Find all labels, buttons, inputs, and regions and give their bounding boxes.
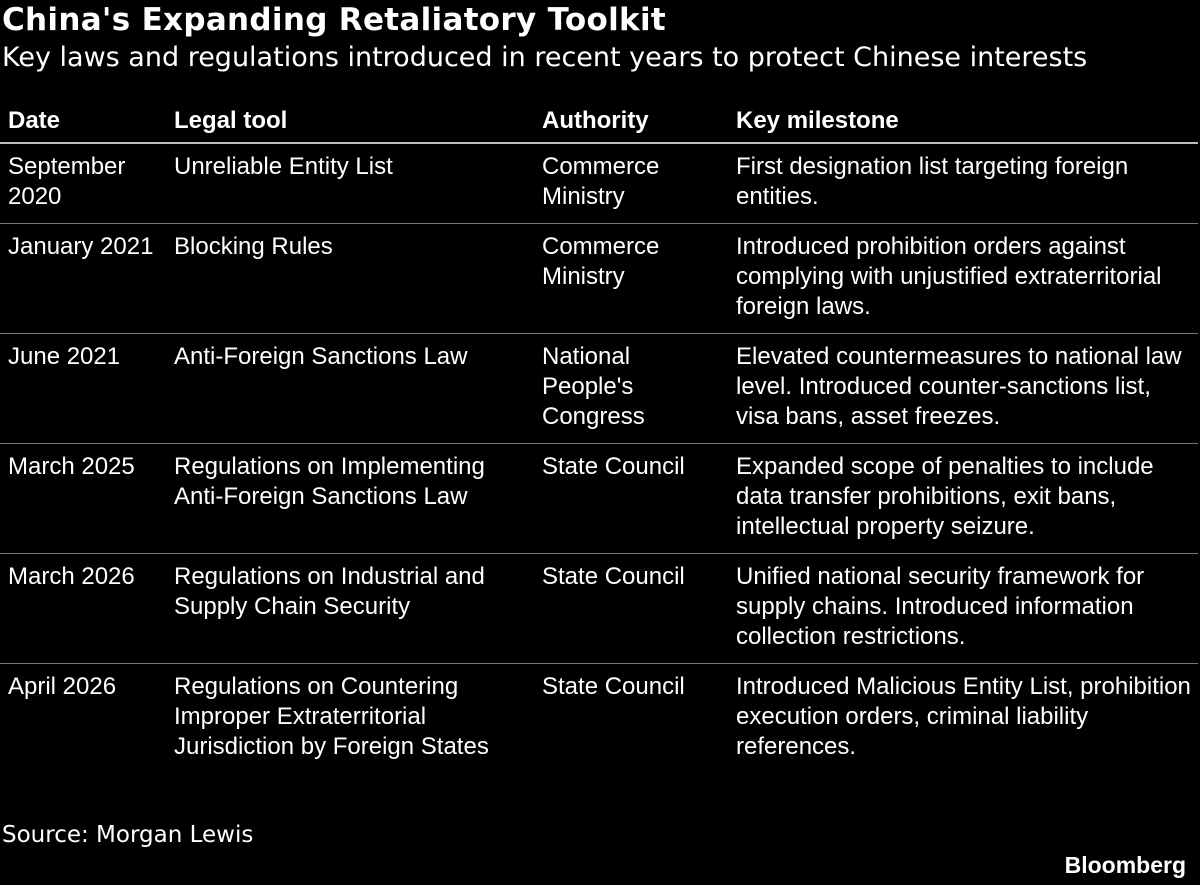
table-cell: Introduced prohibition orders against co…: [728, 223, 1198, 334]
table-cell: Elevated countermeasures to national law…: [728, 333, 1198, 444]
table-cell: Regulations on Industrial and Supply Cha…: [166, 553, 534, 664]
table: Date Legal tool Authority Key milestone Sep…: [0, 104, 1198, 773]
table-cell: March 2025: [0, 443, 166, 554]
table-body: September 2020 Unreliable Entity List Comm…: [0, 143, 1198, 773]
table-cell: State Council: [534, 443, 728, 554]
table-cell: Commerce Ministry: [534, 223, 728, 334]
brand: Bloomberg: [1064, 852, 1186, 878]
table-cell: State Council: [534, 553, 728, 664]
table-cell: First designation list targeting foreign…: [728, 143, 1198, 224]
table-cell: June 2021: [0, 333, 166, 444]
source: Source: Morgan Lewis: [2, 822, 254, 848]
table-cell: Regulations on Countering Improper Extra…: [174, 673, 489, 760]
table-cell: State Council: [542, 673, 685, 700]
table-row: March 2025 Regulations on Implementing An…: [0, 443, 1198, 554]
table-row: March 2026 Regulations on Industrial and …: [0, 553, 1198, 664]
table-cell: Introduced Malicious Entity List, prohib…: [736, 673, 1191, 760]
table-cell: Anti-Foreign Sanctions Law: [166, 333, 534, 444]
table-cell: April 2026: [8, 673, 117, 700]
subtitle: Key laws and regulations introduced in r…: [2, 42, 1088, 73]
table-cell: Unreliable Entity List: [166, 143, 534, 224]
table-cell: Expanded scope of penalties to include d…: [728, 443, 1198, 554]
table-row: June 2021 Anti-Foreign Sanctions Law Natio…: [0, 333, 1198, 444]
table-row: January 2021 Blocking Rules Commerce Minis…: [0, 223, 1198, 334]
table-cell: Commerce Ministry: [534, 143, 728, 224]
column-header: Key milestone: [728, 104, 1198, 144]
table-cell: January 2021: [0, 223, 166, 334]
column-header: Legal tool: [166, 104, 534, 144]
column-header: Date: [0, 104, 166, 144]
table-cell: March 2026: [0, 553, 166, 664]
column-header: Authority: [534, 104, 728, 144]
table-cell: Unified national security framework for …: [728, 553, 1198, 664]
table-row: April 2026 Regulations on Countering Impr…: [0, 664, 1198, 774]
table-cell: Regulations on Implementing Anti-Foreign…: [166, 443, 534, 554]
table-cell: Blocking Rules: [166, 223, 534, 334]
table-cell: September 2020: [0, 143, 166, 224]
table-row: September 2020 Unreliable Entity List Comm…: [0, 143, 1198, 224]
table-cell: National People's Congress: [534, 333, 728, 444]
title: China's Expanding Retaliatory Toolkit: [2, 2, 667, 38]
header-row: Date Legal tool Authority Key milestone: [0, 104, 1198, 144]
